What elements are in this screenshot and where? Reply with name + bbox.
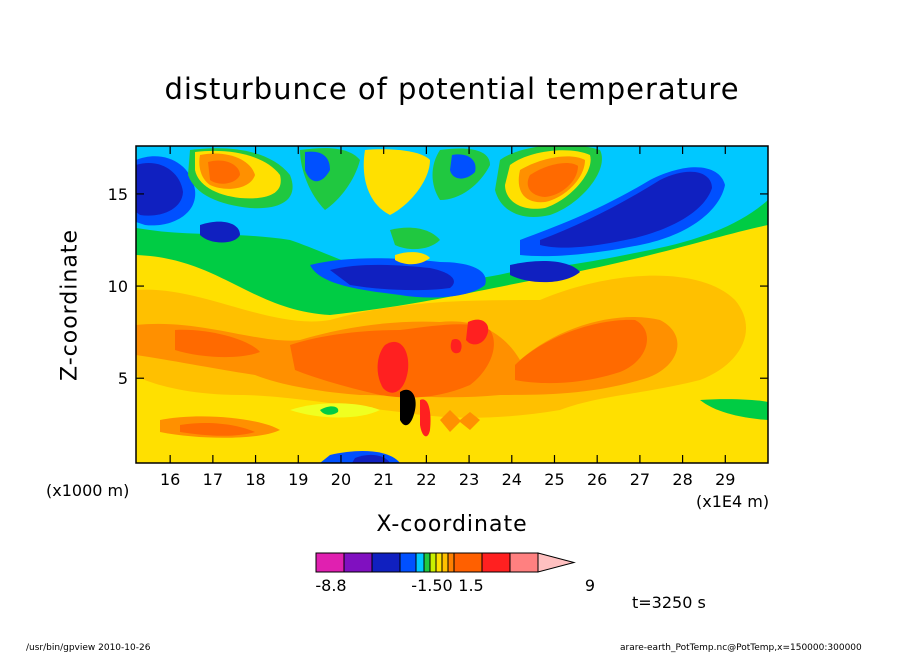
colorbar-swatch [481,552,511,573]
colorbar-swatch [509,552,539,573]
y-tick-label: 10 [108,277,128,296]
colorbar-swatch [423,552,431,573]
colorbar-swatch [315,552,345,573]
colorbar-swatch [399,552,417,573]
colorbar-swatch [453,552,483,573]
colorbar-label: -8.8 [315,576,346,595]
colorbar-swatch [447,552,455,573]
y-axis: 5 10 15 [108,185,768,388]
y-tick-label: 15 [108,185,128,204]
x-tick-label: 16 [160,470,180,489]
x-tick-label: 28 [672,470,692,489]
x-tick-label: 19 [288,470,308,489]
x-tick-label: 22 [416,470,436,489]
colorbar-label: -1.50 [411,576,452,595]
x-tick-label: 21 [373,470,393,489]
footer-right: arare-earth_PotTemp.nc@PotTemp,x=150000:… [620,643,862,653]
x-unit-label: (x1E4 m) [696,492,769,511]
x-tick-label: 17 [203,470,223,489]
colorbar-label: 9 [585,576,595,595]
chart-title: disturbunce of potential temperature [164,72,740,106]
colorbar: -8.8 -1.50 1.5 9 [315,552,595,595]
y-tick-label: 5 [118,369,128,388]
y-axis-label: Z-coordinate [57,229,83,381]
x-axis-label: X-coordinate [376,512,528,537]
plot-frame [135,145,769,464]
colorbar-swatch [429,552,437,573]
x-tick-label: 25 [544,470,564,489]
x-tick-label: 24 [502,470,522,489]
time-label: t=3250 s [632,593,706,612]
footer-left: /usr/bin/gpview 2010-10-26 [26,643,151,653]
x-tick-label: 27 [630,470,650,489]
colorbar-label: 1.5 [458,576,483,595]
colorbar-arrow [537,552,576,573]
x-tick-label: 20 [331,470,351,489]
x-tick-label: 23 [459,470,479,489]
colorbar-swatch [371,552,401,573]
x-axis: 16 17 18 19 20 21 22 23 24 25 26 27 28 29 [160,146,735,489]
plot-area [136,146,768,463]
y-unit-label: (x1000 m) [46,481,129,500]
x-tick-label: 26 [587,470,607,489]
colorbar-swatch [441,552,449,573]
x-tick-label: 29 [715,470,735,489]
x-tick-label: 18 [245,470,265,489]
colorbar-swatch [415,552,425,573]
colorbar-swatch [343,552,373,573]
colorbar-swatch [435,552,443,573]
